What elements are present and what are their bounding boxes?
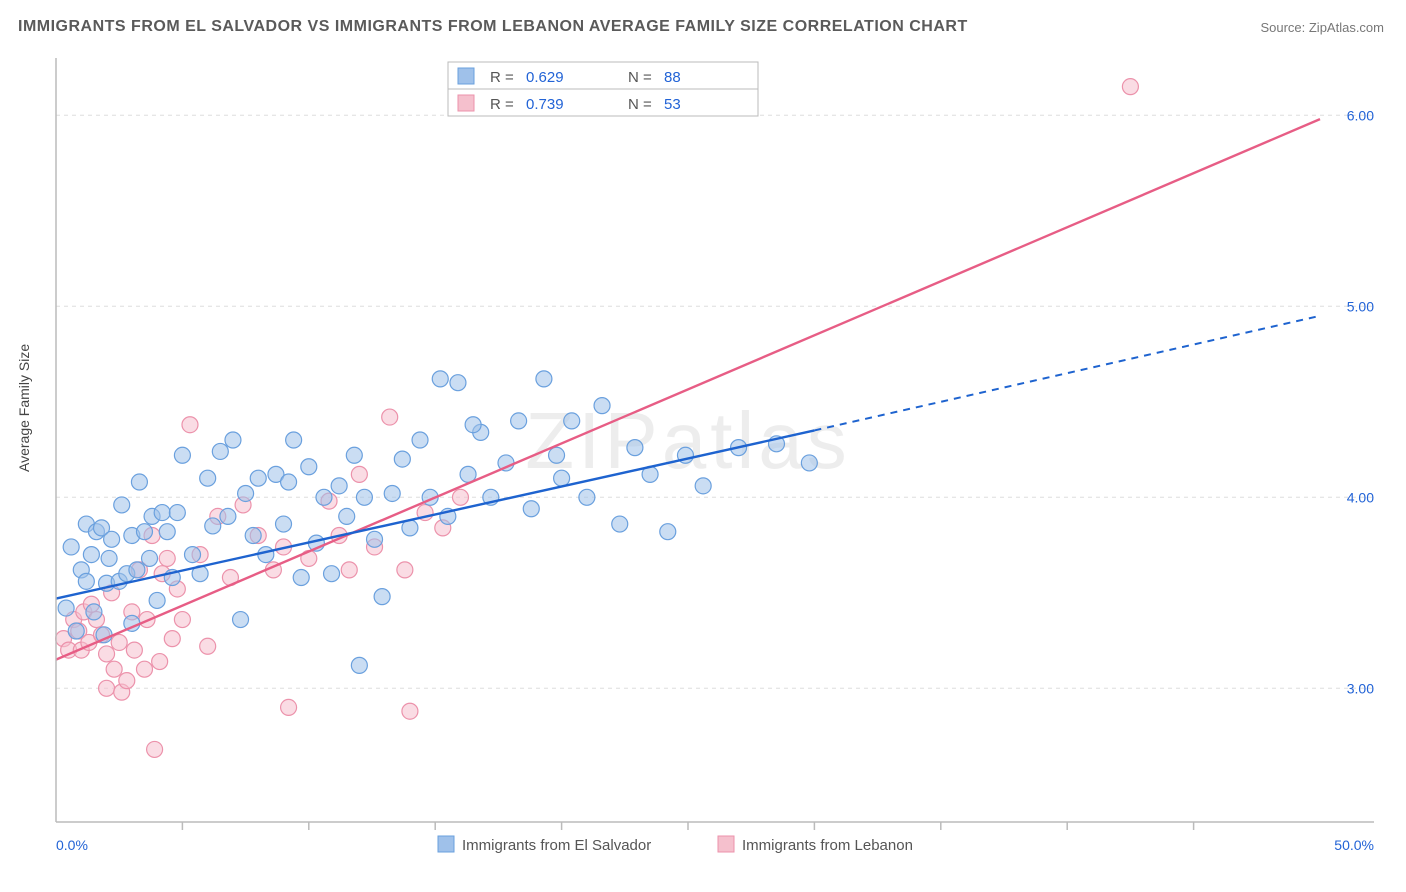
y-axis-label: Average Family Size [16, 344, 32, 472]
svg-text:0.739: 0.739 [526, 96, 564, 113]
svg-text:53: 53 [664, 96, 681, 113]
svg-text:5.00: 5.00 [1347, 298, 1374, 314]
svg-text:N =: N = [628, 69, 652, 86]
svg-text:4.00: 4.00 [1347, 489, 1374, 505]
svg-text:3.00: 3.00 [1347, 680, 1374, 696]
source-link[interactable]: ZipAtlas.com [1309, 20, 1384, 35]
svg-text:Immigrants from El Salvador: Immigrants from El Salvador [462, 837, 651, 854]
svg-text:0.0%: 0.0% [56, 837, 88, 853]
source-attribution: Source: ZipAtlas.com [1260, 20, 1384, 35]
svg-text:88: 88 [664, 69, 681, 86]
svg-text:Immigrants from Lebanon: Immigrants from Lebanon [742, 837, 913, 854]
svg-text:0.629: 0.629 [526, 69, 564, 86]
chart-title: IMMIGRANTS FROM EL SALVADOR VS IMMIGRANT… [18, 18, 968, 36]
svg-text:50.0%: 50.0% [1334, 837, 1374, 853]
svg-text:R =: R = [490, 69, 514, 86]
chart-container: Average Family Size 3.00 4.00 5.00 6.00 ZIPa… [18, 42, 1388, 874]
svg-text:ZIPatlas: ZIPatlas [525, 396, 850, 485]
svg-text:6.00: 6.00 [1347, 107, 1374, 123]
source-prefix: Source: [1260, 20, 1308, 35]
svg-text:N =: N = [628, 96, 652, 113]
scatter-chart: 3.00 4.00 5.00 6.00 ZIPatlas 0.0% 50.0% R = 0.62… [18, 42, 1388, 874]
svg-text:R =: R = [490, 96, 514, 113]
